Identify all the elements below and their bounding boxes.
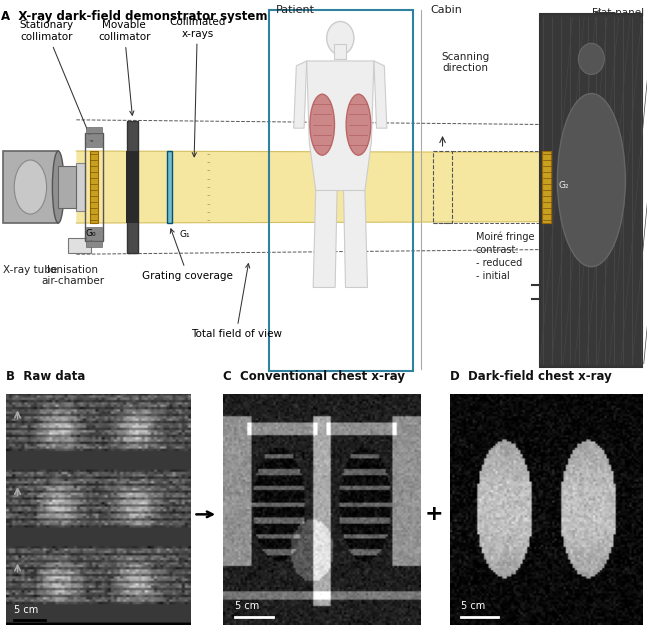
Text: Stationary
collimator: Stationary collimator <box>19 20 93 142</box>
Text: Flat-panel
detector: Flat-panel detector <box>591 8 644 30</box>
Bar <box>542 151 551 223</box>
Ellipse shape <box>346 94 371 155</box>
Text: C  Conventional chest x-ray: C Conventional chest x-ray <box>223 370 405 384</box>
Text: Collimated
x-rays: Collimated x-rays <box>169 17 226 157</box>
Bar <box>90 151 98 223</box>
Text: 5 cm: 5 cm <box>461 601 485 612</box>
Polygon shape <box>344 190 367 288</box>
Text: G₂: G₂ <box>558 181 569 190</box>
Text: Total field of view: Total field of view <box>191 264 281 339</box>
Polygon shape <box>374 61 387 128</box>
Bar <box>269 10 413 371</box>
Text: D  Dark-field chest x-ray: D Dark-field chest x-ray <box>450 370 611 384</box>
Text: B  Raw data: B Raw data <box>6 370 86 384</box>
Bar <box>86 128 102 133</box>
Text: A  X-ray dark-field demonstrator system: A X-ray dark-field demonstrator system <box>1 10 268 23</box>
Ellipse shape <box>310 94 334 155</box>
Text: G₁: G₁ <box>179 230 190 239</box>
Bar <box>127 121 138 253</box>
Polygon shape <box>307 61 374 190</box>
Bar <box>76 163 85 211</box>
Text: +: + <box>425 504 443 525</box>
Bar <box>126 151 139 223</box>
Bar <box>86 135 102 140</box>
Text: Ionisation
air-chamber: Ionisation air-chamber <box>41 265 104 286</box>
Ellipse shape <box>558 93 625 267</box>
Polygon shape <box>76 151 564 223</box>
Text: Scanning
direction: Scanning direction <box>442 51 490 73</box>
Ellipse shape <box>578 43 604 74</box>
Bar <box>86 234 102 239</box>
Bar <box>433 151 452 223</box>
Bar <box>85 133 103 241</box>
Text: Movable
collimator: Movable collimator <box>98 20 151 115</box>
Text: Moiré fringe
contrast:
- reduced
- initial: Moiré fringe contrast: - reduced - initi… <box>476 231 534 281</box>
Bar <box>58 166 76 208</box>
Bar <box>86 241 102 246</box>
Text: X-ray tube: X-ray tube <box>3 265 58 274</box>
Bar <box>68 237 91 253</box>
Bar <box>86 227 102 233</box>
Polygon shape <box>313 190 337 288</box>
Text: 5 cm: 5 cm <box>235 601 259 612</box>
Text: Patient: Patient <box>276 5 315 15</box>
Ellipse shape <box>14 160 47 214</box>
Ellipse shape <box>52 151 64 223</box>
Bar <box>3 151 58 223</box>
Polygon shape <box>294 61 307 128</box>
Text: Grating coverage: Grating coverage <box>142 229 233 281</box>
Text: G₀: G₀ <box>86 229 96 237</box>
Bar <box>540 14 642 367</box>
Text: Cabin: Cabin <box>430 5 462 15</box>
Bar <box>334 44 346 59</box>
Bar <box>86 142 102 147</box>
Text: 5 cm: 5 cm <box>14 605 38 615</box>
Bar <box>167 151 172 223</box>
Ellipse shape <box>327 22 354 55</box>
